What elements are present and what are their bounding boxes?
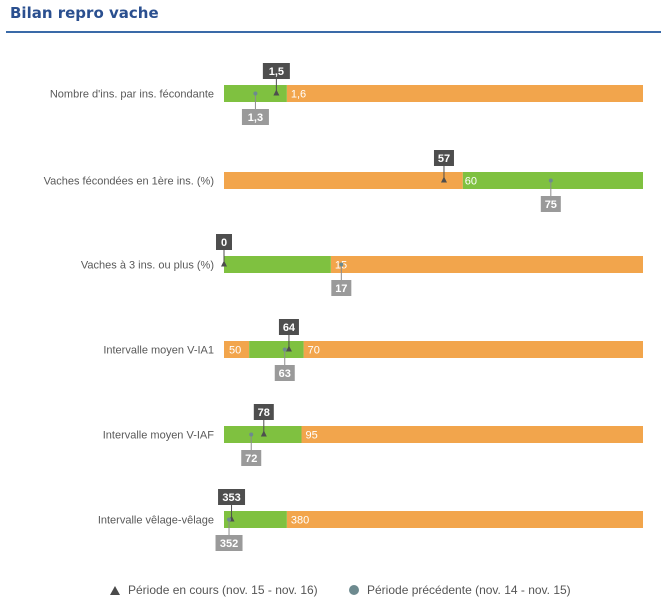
title-divider xyxy=(6,31,661,33)
previous-label-2-text: 17 xyxy=(335,283,347,295)
previous-marker-1 xyxy=(548,178,553,183)
bar-green-1 xyxy=(462,172,643,189)
previous-marker-4 xyxy=(249,432,254,437)
previous-label-3-text: 63 xyxy=(279,368,291,380)
bar-orange-4-0 xyxy=(301,426,643,443)
previous-label-1-text: 75 xyxy=(545,199,557,211)
current-label-0-box xyxy=(262,63,290,79)
orange-value-5: 380 xyxy=(291,515,309,527)
previous-label-0-text: 1,3 xyxy=(248,112,263,124)
bar-green-2 xyxy=(224,256,331,273)
row-label-5: Intervalle vêlage-vêlage xyxy=(98,515,214,527)
current-label-3-text: 64 xyxy=(283,322,296,334)
orange-value-0: 1,6 xyxy=(291,89,306,101)
current-label-5-text: 353 xyxy=(222,492,240,504)
legend-previous: Période précédente (nov. 14 - nov. 15) xyxy=(349,583,571,597)
current-label-3-box xyxy=(278,319,299,335)
triangle-icon xyxy=(110,585,120,595)
current-label-4-text: 78 xyxy=(258,407,270,419)
repro-chart: Nombre d'ins. par ins. fécondante 1,6 1,5 1… xyxy=(44,63,643,551)
bar-green-5 xyxy=(224,511,287,528)
bar-orange-2-0 xyxy=(330,256,643,273)
row-label-1: Vaches fécondées en 1ère ins. (%) xyxy=(44,176,214,188)
row-label-0: Nombre d'ins. par ins. fécondante xyxy=(50,89,214,101)
previous-label-4-text: 72 xyxy=(245,453,257,465)
bar-orange-3-1 xyxy=(303,341,643,358)
previous-marker-2 xyxy=(339,262,344,267)
circle-icon xyxy=(349,585,359,595)
orange-value-left-3: 50 xyxy=(229,345,241,357)
current-label-4-box xyxy=(253,404,274,420)
current-label-5-box xyxy=(218,489,246,505)
orange-value-3: 70 xyxy=(308,345,320,357)
page-title: Bilan repro vache xyxy=(10,4,159,22)
previous-label-4-box xyxy=(241,450,262,466)
previous-label-1-box xyxy=(540,196,561,212)
previous-label-5-text: 352 xyxy=(220,538,238,550)
previous-marker-3 xyxy=(282,347,287,352)
legend-current-label: Période en cours (nov. 15 - nov. 16) xyxy=(128,583,318,597)
current-label-0-text: 1,5 xyxy=(269,66,284,78)
orange-value-1: 60 xyxy=(465,176,477,188)
previous-label-0-box xyxy=(241,109,269,125)
legend: Période en cours (nov. 15 - nov. 16) Pér… xyxy=(0,580,661,600)
current-marker-4 xyxy=(260,430,267,437)
current-label-1-text: 57 xyxy=(438,153,450,165)
current-label-2-text: 0 xyxy=(221,237,227,249)
bar-orange-1-0 xyxy=(224,172,463,189)
header: Bilan repro vache xyxy=(0,0,661,34)
current-marker-2 xyxy=(221,260,227,267)
orange-value-4: 95 xyxy=(306,430,318,442)
bar-green-3 xyxy=(249,341,304,358)
row-label-4: Intervalle moyen V-IAF xyxy=(103,430,215,442)
current-label-1-box xyxy=(433,150,454,166)
previous-label-3-box xyxy=(274,365,295,381)
current-label-2-box xyxy=(216,234,232,250)
bar-orange-5-0 xyxy=(286,511,643,528)
previous-marker-5 xyxy=(227,517,232,522)
current-marker-0 xyxy=(273,89,280,96)
row-label-3: Intervalle moyen V-IA1 xyxy=(103,345,214,357)
legend-previous-label: Période précédente (nov. 14 - nov. 15) xyxy=(367,583,571,597)
current-marker-3 xyxy=(285,345,292,352)
previous-label-5-box xyxy=(215,535,243,551)
bar-orange-0-0 xyxy=(286,85,643,102)
bar-orange-3-0 xyxy=(224,341,250,358)
legend-current: Période en cours (nov. 15 - nov. 16) xyxy=(110,583,318,597)
current-marker-1 xyxy=(440,176,447,183)
row-label-2: Vaches à 3 ins. ou plus (%) xyxy=(81,260,214,272)
previous-label-2-box xyxy=(331,280,352,296)
previous-marker-0 xyxy=(253,91,258,96)
